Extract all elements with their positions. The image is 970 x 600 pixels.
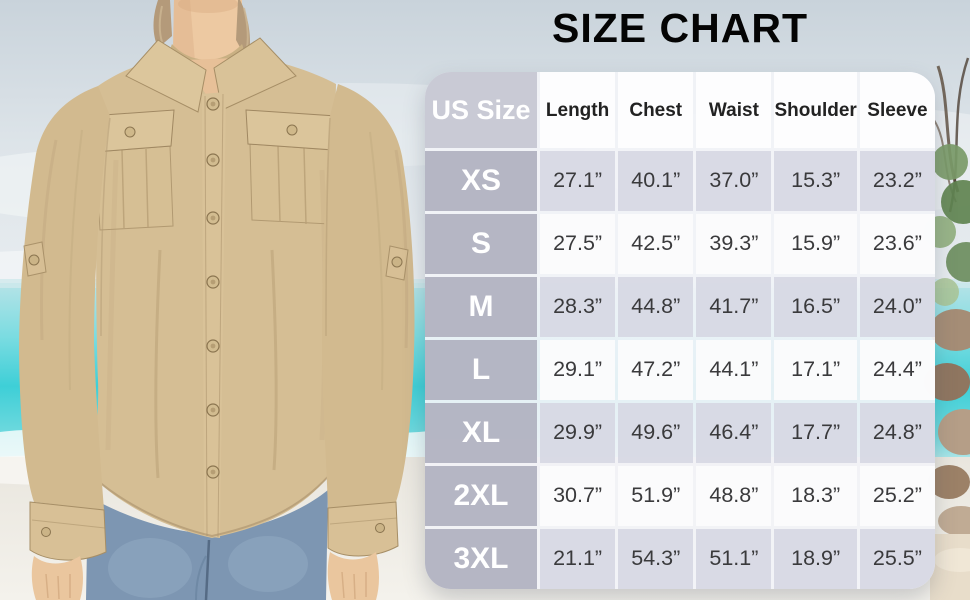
value-cell: 25.2” bbox=[859, 466, 935, 526]
value-cell: 39.3” bbox=[696, 214, 772, 274]
shirt-cuff bbox=[327, 501, 399, 557]
value-cell: 44.8” bbox=[618, 277, 694, 337]
size-label-3xl: 3XL bbox=[425, 529, 537, 589]
value-cell: 48.8” bbox=[696, 466, 772, 526]
size-label-2xl: 2XL bbox=[425, 466, 537, 526]
right-hand bbox=[327, 552, 379, 600]
value-cell: 40.1” bbox=[618, 151, 694, 211]
value-cell: 27.1” bbox=[540, 151, 616, 211]
value-cell: 24.4” bbox=[859, 340, 935, 400]
col-header-length: Length bbox=[540, 72, 616, 148]
col-header-us-size: US Size bbox=[425, 72, 537, 148]
value-cell: 18.9” bbox=[774, 529, 857, 589]
value-cell: 30.7” bbox=[540, 466, 616, 526]
size-label-s: S bbox=[425, 214, 537, 274]
shirt bbox=[19, 0, 415, 561]
page-title: SIZE CHART bbox=[552, 5, 808, 51]
value-cell: 25.5” bbox=[859, 529, 935, 589]
value-cell: 23.2” bbox=[859, 151, 935, 211]
button-placket bbox=[202, 92, 226, 538]
value-cell: 49.6” bbox=[618, 403, 694, 463]
left-hand bbox=[31, 556, 83, 600]
rocks bbox=[924, 309, 970, 600]
size-label-xs: XS bbox=[425, 151, 537, 211]
value-cell: 47.2” bbox=[618, 340, 694, 400]
value-cell: 42.5” bbox=[618, 214, 694, 274]
value-cell: 28.3” bbox=[540, 277, 616, 337]
col-header-sleeve: Sleeve bbox=[859, 72, 935, 148]
shirt-cuff bbox=[29, 501, 107, 561]
value-cell: 51.1” bbox=[696, 529, 772, 589]
size-label-l: L bbox=[425, 340, 537, 400]
value-cell: 18.3” bbox=[774, 466, 857, 526]
value-cell: 24.0” bbox=[859, 277, 935, 337]
value-cell: 41.7” bbox=[696, 277, 772, 337]
value-cell: 37.0” bbox=[696, 151, 772, 211]
col-header-shoulder: Shoulder bbox=[774, 72, 857, 148]
size-label-xl: XL bbox=[425, 403, 537, 463]
value-cell: 16.5” bbox=[774, 277, 857, 337]
size-chart-table: US Size Length Chest Waist Shoulder Slee… bbox=[425, 72, 935, 589]
value-cell: 23.6” bbox=[859, 214, 935, 274]
value-cell: 21.1” bbox=[540, 529, 616, 589]
value-cell: 44.1” bbox=[696, 340, 772, 400]
chest-pocket bbox=[245, 109, 337, 225]
value-cell: 17.7” bbox=[774, 403, 857, 463]
value-cell: 15.3” bbox=[774, 151, 857, 211]
shirt-sleeve bbox=[19, 86, 111, 561]
value-cell: 29.1” bbox=[540, 340, 616, 400]
value-cell: 54.3” bbox=[618, 529, 694, 589]
size-label-m: M bbox=[425, 277, 537, 337]
collar-flap bbox=[125, 39, 207, 113]
model-photo bbox=[19, 0, 415, 600]
value-cell: 17.1” bbox=[774, 340, 857, 400]
chest-pocket bbox=[89, 109, 175, 231]
value-cell: 51.9” bbox=[618, 466, 694, 526]
shirt-sleeve bbox=[322, 84, 415, 557]
value-cell: 27.5” bbox=[540, 214, 616, 274]
value-cell: 29.9” bbox=[540, 403, 616, 463]
hair-strand bbox=[153, 0, 172, 48]
value-cell: 15.9” bbox=[774, 214, 857, 274]
col-header-chest: Chest bbox=[618, 72, 694, 148]
jeans bbox=[86, 490, 328, 600]
value-cell: 46.4” bbox=[696, 403, 772, 463]
col-header-waist: Waist bbox=[696, 72, 772, 148]
value-cell: 24.8” bbox=[859, 403, 935, 463]
